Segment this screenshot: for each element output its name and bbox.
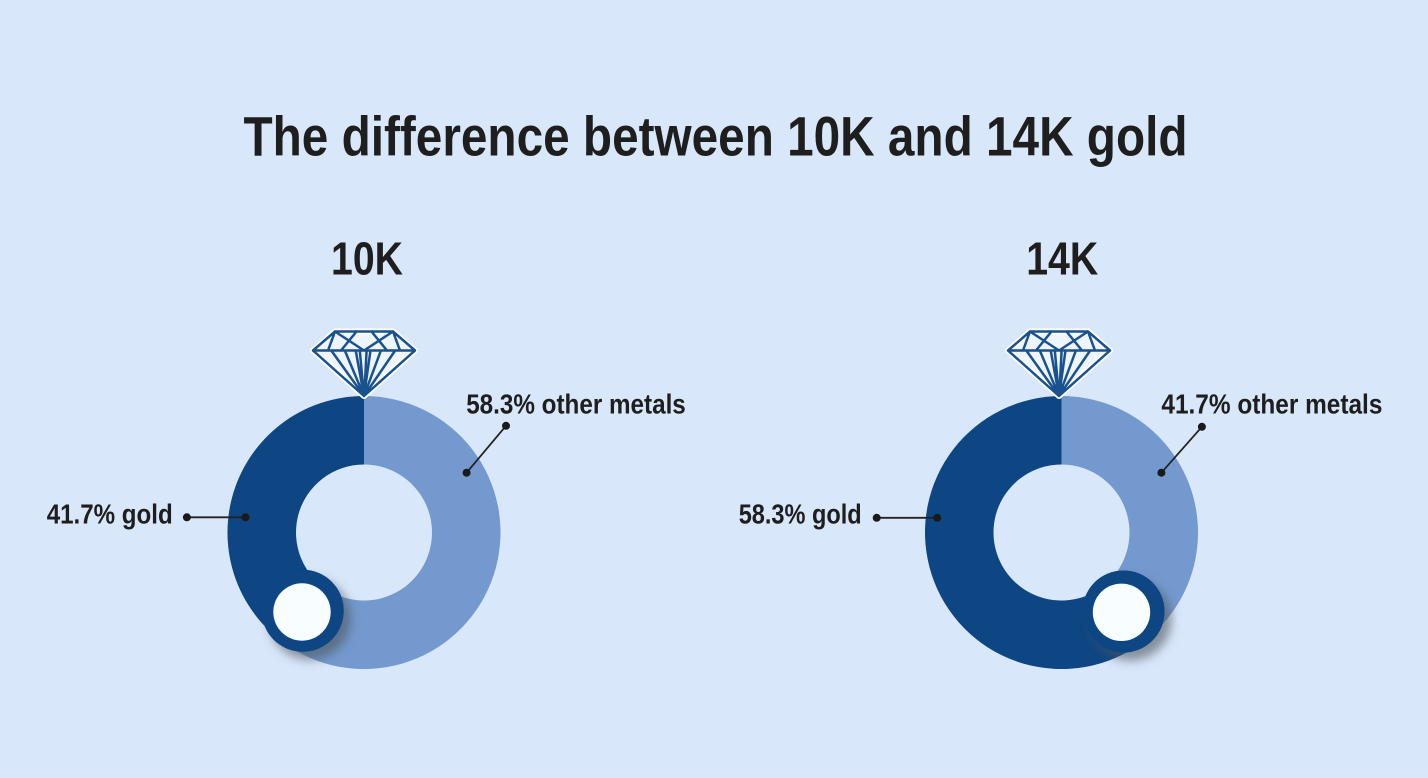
svg-text:58.3% gold: 58.3% gold (739, 499, 862, 530)
svg-text:41.7% other metals: 41.7% other metals (1161, 389, 1382, 420)
svg-text:58.3% other metals: 58.3% other metals (466, 389, 686, 420)
svg-text:The difference between 10K and: The difference between 10K and 14K gold (244, 104, 1188, 167)
svg-text:10K: 10K (331, 233, 403, 285)
svg-text:14K: 14K (1026, 233, 1098, 285)
svg-text:41.7% gold: 41.7% gold (47, 499, 173, 530)
